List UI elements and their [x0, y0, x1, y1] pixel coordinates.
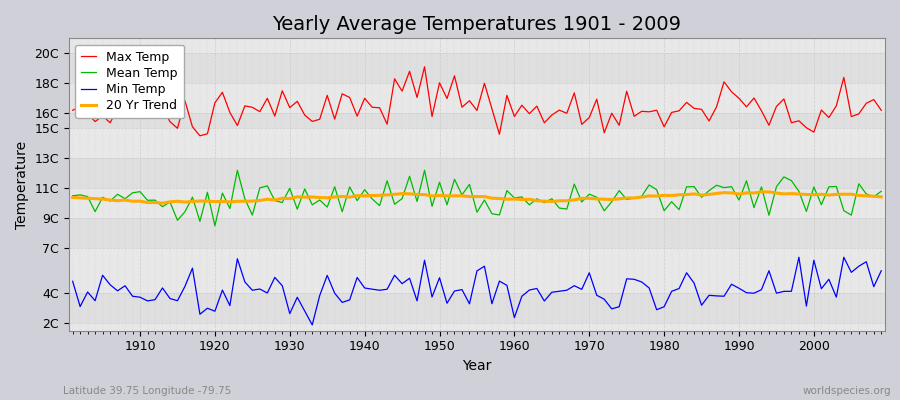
- Max Temp: [876, 108, 886, 113]
- 20 Yr Trend: [509, 197, 520, 202]
- Bar: [69, 53, 885, 83]
- Line: Mean Temp: Mean Temp: [73, 170, 881, 226]
- Line: Min Temp: Min Temp: [73, 257, 881, 325]
- Min Temp: [292, 295, 302, 300]
- Bar: [69, 113, 885, 128]
- 20 Yr Trend: [345, 195, 356, 200]
- Min Temp: [876, 268, 886, 273]
- Mean Temp: [352, 198, 363, 203]
- Min Temp: [68, 279, 78, 284]
- Max Temp: [517, 103, 527, 108]
- Legend: Max Temp, Mean Temp, Min Temp, 20 Yr Trend: Max Temp, Mean Temp, Min Temp, 20 Yr Tre…: [76, 44, 184, 118]
- Line: 20 Yr Trend: 20 Yr Trend: [73, 192, 881, 203]
- 20 Yr Trend: [517, 197, 527, 202]
- Min Temp: [607, 306, 617, 311]
- Max Temp: [345, 95, 356, 100]
- X-axis label: Year: Year: [463, 359, 491, 373]
- Text: worldspecies.org: worldspecies.org: [803, 386, 891, 396]
- Title: Yearly Average Temperatures 1901 - 2009: Yearly Average Temperatures 1901 - 2009: [273, 15, 681, 34]
- 20 Yr Trend: [300, 195, 310, 200]
- 20 Yr Trend: [158, 201, 168, 206]
- Max Temp: [524, 111, 535, 116]
- Text: Latitude 39.75 Longitude -79.75: Latitude 39.75 Longitude -79.75: [63, 386, 231, 396]
- Max Temp: [127, 114, 138, 119]
- Mean Temp: [127, 190, 138, 195]
- Min Temp: [509, 315, 520, 320]
- Mean Temp: [876, 189, 886, 194]
- Mean Temp: [68, 193, 78, 198]
- Min Temp: [517, 294, 527, 299]
- Line: Max Temp: Max Temp: [73, 67, 881, 136]
- Mean Temp: [210, 223, 220, 228]
- Mean Temp: [517, 194, 527, 199]
- Min Temp: [345, 298, 356, 302]
- Bar: [69, 218, 885, 248]
- 20 Yr Trend: [876, 194, 886, 199]
- Max Temp: [68, 108, 78, 113]
- Max Temp: [194, 133, 205, 138]
- Y-axis label: Temperature: Temperature: [15, 140, 29, 228]
- 20 Yr Trend: [68, 195, 78, 200]
- Min Temp: [794, 255, 805, 260]
- Bar: [69, 158, 885, 188]
- Bar: [69, 293, 885, 323]
- Max Temp: [419, 64, 430, 69]
- Min Temp: [127, 294, 138, 299]
- Min Temp: [307, 322, 318, 327]
- 20 Yr Trend: [763, 190, 774, 194]
- 20 Yr Trend: [607, 197, 617, 202]
- Mean Temp: [307, 202, 318, 207]
- 20 Yr Trend: [127, 199, 138, 204]
- Max Temp: [614, 123, 625, 128]
- Mean Temp: [614, 188, 625, 193]
- Max Temp: [300, 113, 310, 118]
- Mean Temp: [524, 202, 535, 207]
- Mean Temp: [232, 168, 243, 173]
